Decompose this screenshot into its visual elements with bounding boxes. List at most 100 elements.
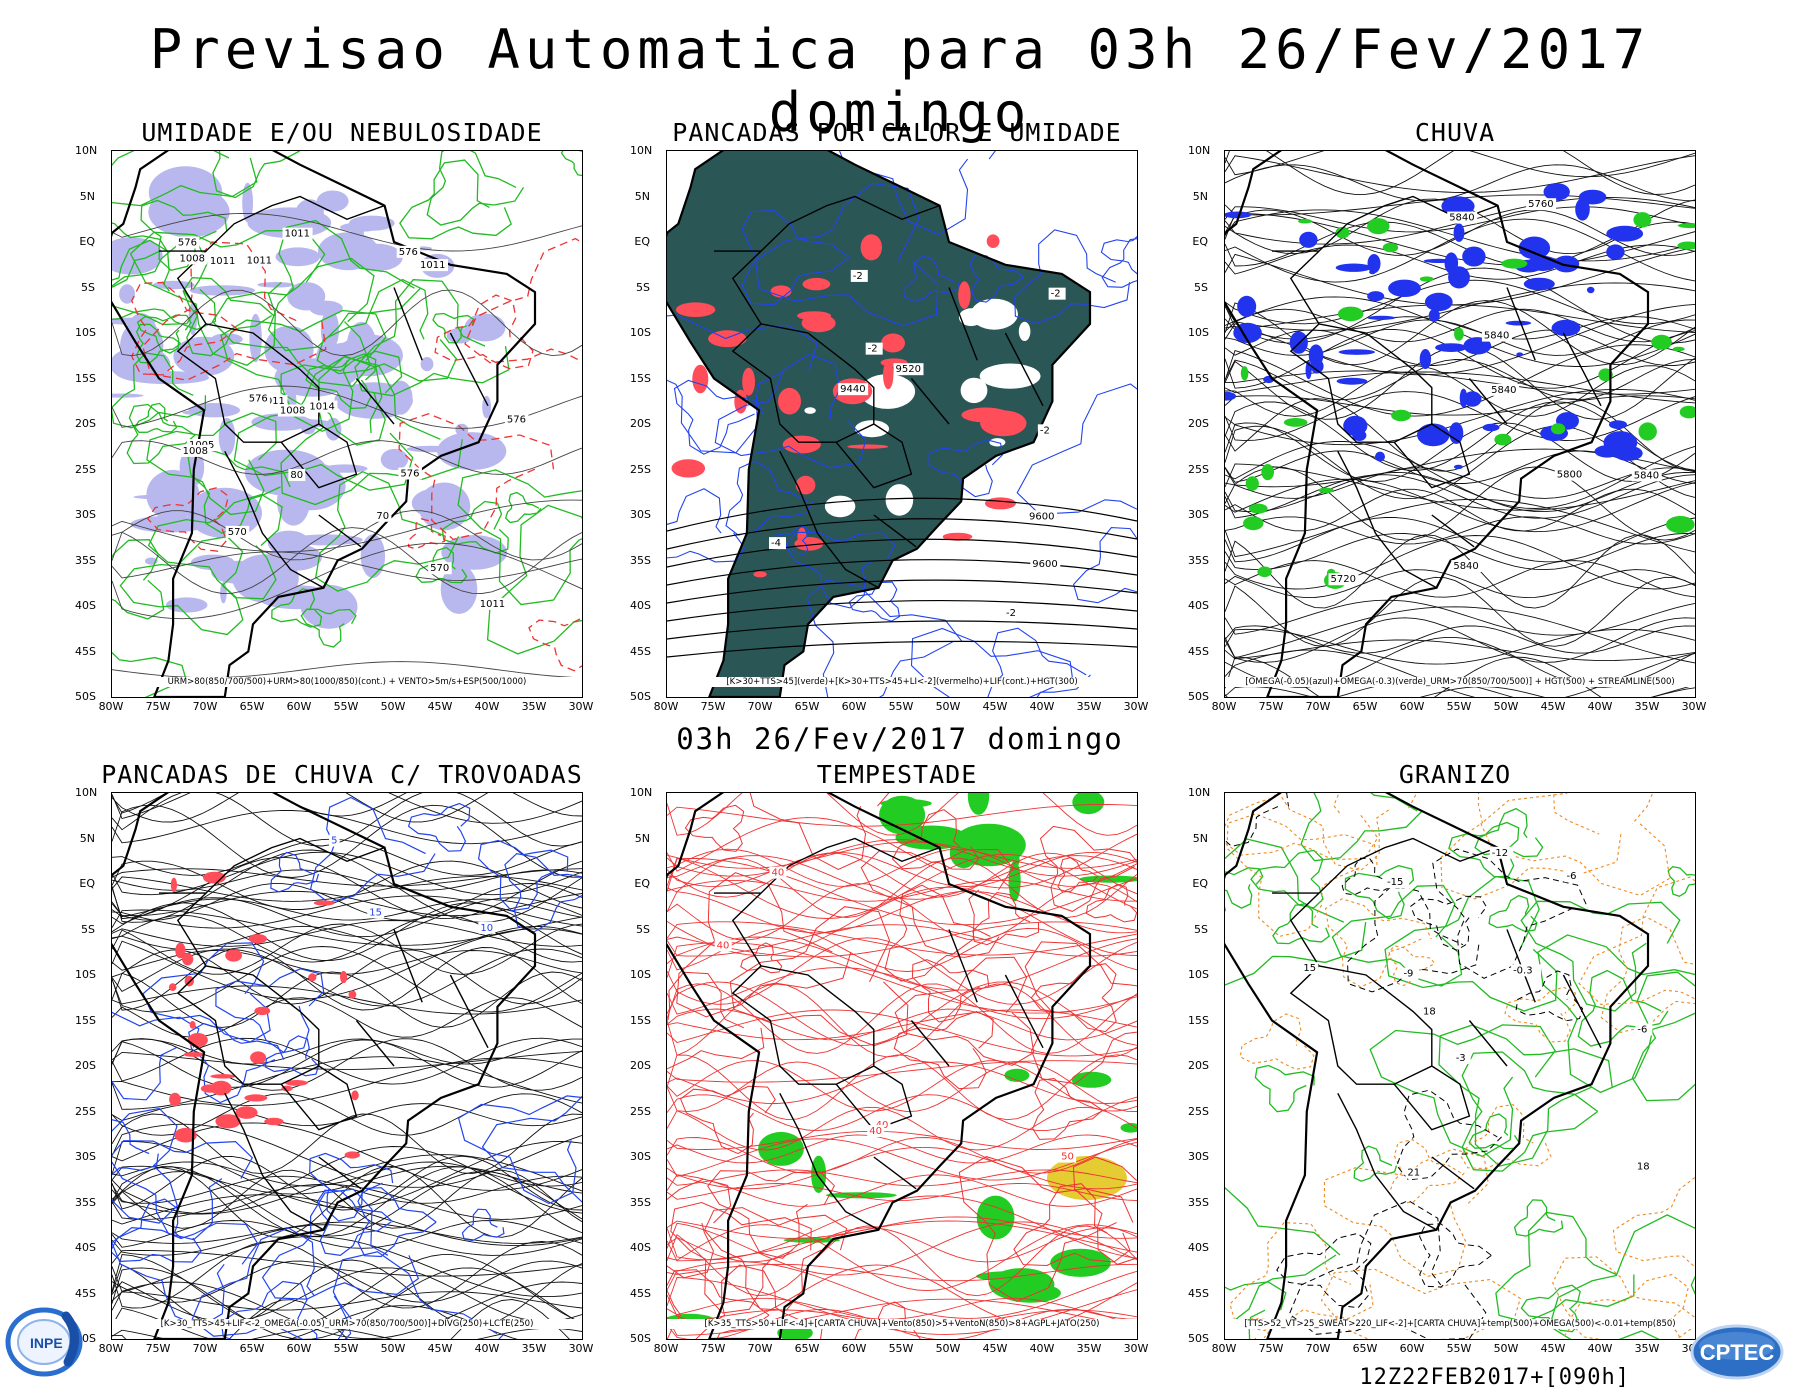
border-line <box>948 929 978 1003</box>
latitude-tick-label: 5S <box>81 922 95 936</box>
contour-line <box>309 796 436 903</box>
shaded-area <box>958 281 971 309</box>
border-line <box>1431 1156 1475 1190</box>
shaded-area <box>1518 236 1551 260</box>
longitude-tick-label: 45W <box>1540 1342 1566 1355</box>
contour-line <box>332 1251 505 1339</box>
latitude-tick-label: 20S <box>630 417 651 430</box>
latitude-tick-label: EQ <box>1192 235 1208 248</box>
shaded-area <box>1606 225 1644 242</box>
contour-line <box>1100 235 1137 275</box>
contour-line <box>893 1010 994 1090</box>
map-legend: [OMEGA(-0.05)(azul)+OMEGA(-0.3)(verde)_U… <box>1225 677 1695 687</box>
streamline <box>112 1037 582 1085</box>
contour-line <box>399 159 512 240</box>
longitude-tick-label: 60W <box>1399 700 1425 713</box>
contour-label: -0.3 <box>1513 965 1533 976</box>
shaded-area <box>1609 420 1627 429</box>
streamline <box>112 793 582 824</box>
streamline <box>112 898 582 921</box>
shaded-area <box>824 495 856 518</box>
streamline <box>112 1240 582 1309</box>
shaded-area <box>189 1021 196 1029</box>
streamline <box>1225 329 1695 389</box>
border-line <box>280 423 358 489</box>
contour-line <box>477 839 569 912</box>
contour-line <box>504 491 542 524</box>
border-line <box>393 287 423 361</box>
streamline <box>1225 478 1695 533</box>
contour-line <box>1225 1281 1287 1339</box>
streamline <box>1225 467 1695 499</box>
shaded-area <box>1613 445 1643 461</box>
streamline <box>112 212 582 252</box>
map-pancadas-calor: -2 -2 -2 -2 -4 -2 9600 9600 9520 9440 [K>30+TTS>45… <box>666 150 1138 698</box>
latitude-tick-label: EQ <box>634 877 650 890</box>
longitude-tick-label: 55W <box>1446 700 1472 713</box>
latitude-tick-label: 25S <box>1188 462 1209 476</box>
contour-line <box>112 151 258 207</box>
shaded-area <box>1343 415 1368 436</box>
shaded-area <box>996 457 1014 496</box>
shaded-area <box>960 377 988 404</box>
streamline <box>667 1060 1137 1112</box>
shaded-area <box>1225 211 1252 219</box>
longitude-tick-label: 50W <box>1493 700 1519 713</box>
contour-label: 18 <box>1423 1006 1436 1017</box>
shaded-area <box>1453 464 1463 470</box>
contour-line <box>129 229 326 367</box>
longitude-tick-label: 55W <box>888 1342 914 1355</box>
streamline <box>112 1260 582 1303</box>
latitude-tick-label: 10S <box>630 968 651 981</box>
contour-line <box>670 1201 812 1314</box>
streamline <box>667 1308 1137 1339</box>
shaded-area <box>1462 246 1486 267</box>
shaded-area <box>753 571 767 578</box>
longitude-tick-label: 80W <box>653 1342 679 1355</box>
contour-line <box>134 402 178 433</box>
contour-line <box>1578 876 1695 1005</box>
shaded-area <box>1453 223 1465 242</box>
streamline <box>112 1175 582 1204</box>
contour-line <box>215 968 325 1054</box>
shaded-area <box>825 1192 897 1199</box>
contour-line <box>1225 793 1379 861</box>
border-line <box>1289 965 1433 1085</box>
contour-line <box>1032 1077 1104 1140</box>
contour-label: -2 <box>1006 608 1016 619</box>
latitude-tick-label: 5S <box>636 922 650 936</box>
latitude-tick-label: 30S <box>1188 1150 1209 1163</box>
shaded-area <box>1651 334 1672 350</box>
shaded-area <box>182 953 194 966</box>
border-line <box>1289 250 1320 325</box>
shaded-area <box>984 497 1016 510</box>
longitude-tick-label: 55W <box>333 1342 359 1355</box>
panel-umidade: UMIDADE E/OU NEBULOSIDADE 1011 1011 1011 10… <box>75 118 593 748</box>
streamline <box>667 857 1137 919</box>
latitude-tick-label: 10S <box>1188 968 1209 981</box>
contour-line <box>1057 857 1099 893</box>
contour-line <box>1384 875 1558 1012</box>
latitude-tick-label: 10S <box>630 326 651 339</box>
contour-label: 40 <box>717 940 730 951</box>
shaded-area <box>119 284 135 304</box>
latitude-tick-label: 20S <box>630 1059 651 1072</box>
shaded-area <box>1335 226 1350 239</box>
shaded-area <box>1335 263 1372 272</box>
longitude-tick-label: 80W <box>653 700 679 713</box>
contour-line <box>1225 1318 1273 1339</box>
shaded-area <box>783 1237 841 1243</box>
shaded-area <box>189 285 255 296</box>
latitude-tick-label: 40S <box>1188 1241 1209 1254</box>
contour-line <box>1225 838 1367 986</box>
contour-line <box>1600 916 1695 1033</box>
streamline <box>112 804 582 878</box>
contour-label: -2 <box>853 271 863 282</box>
contour-label: -2 <box>868 344 878 355</box>
contour-line <box>1344 865 1415 920</box>
panel-title: CHUVA <box>1414 118 1496 147</box>
streamline <box>667 924 1137 957</box>
map-legend: [K>30_TTS>45+LIF<-2_OMEGA(-0.05)_URM>70(… <box>112 1319 582 1329</box>
streamline <box>112 851 582 896</box>
shaded-area <box>380 448 409 471</box>
